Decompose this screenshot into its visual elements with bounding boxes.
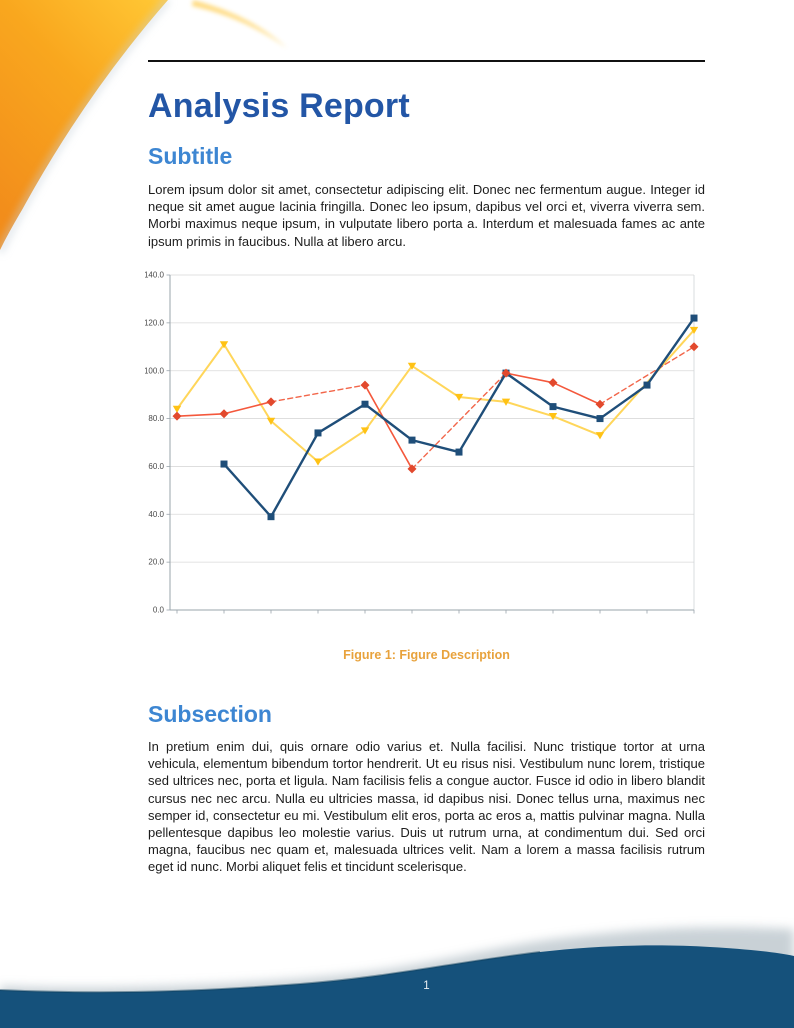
intro-paragraph: Lorem ipsum dolor sit amet, consectetur … [148, 182, 705, 249]
footer-wave-edge [0, 951, 541, 994]
subsection-heading: Subsection [148, 701, 272, 727]
footer-wave-fill [0, 945, 794, 1028]
svg-text:60.0: 60.0 [148, 462, 164, 471]
subsection-paragraph: In pretium enim dui, quis ornare odio va… [148, 739, 705, 875]
svg-text:20.0: 20.0 [148, 558, 164, 567]
figure-1-chart: 0.0 20.0 40.0 60.0 80.0 100.0 120.0 140.0 [145, 262, 701, 620]
svg-text:80.0: 80.0 [148, 414, 164, 423]
yellow-streak [192, 0, 287, 48]
svg-text:40.0: 40.0 [148, 510, 164, 519]
figure-caption: Figure 1: Figure Description [343, 648, 510, 662]
header-rule [148, 60, 705, 62]
page-number: 1 [423, 980, 430, 992]
figure-chart-svg: 0.0 20.0 40.0 60.0 80.0 100.0 120.0 140.0 [145, 271, 699, 615]
svg-text:0.0: 0.0 [153, 606, 165, 615]
svg-text:140.0: 140.0 [145, 271, 165, 280]
swoosh-shadow-edge [0, 0, 171, 254]
subtitle-heading: Subtitle [148, 143, 233, 169]
footer-wave-decoration [0, 927, 794, 1028]
svg-text:100.0: 100.0 [145, 366, 165, 375]
svg-text:120.0: 120.0 [145, 318, 165, 327]
page-title: Analysis Report [148, 87, 410, 125]
